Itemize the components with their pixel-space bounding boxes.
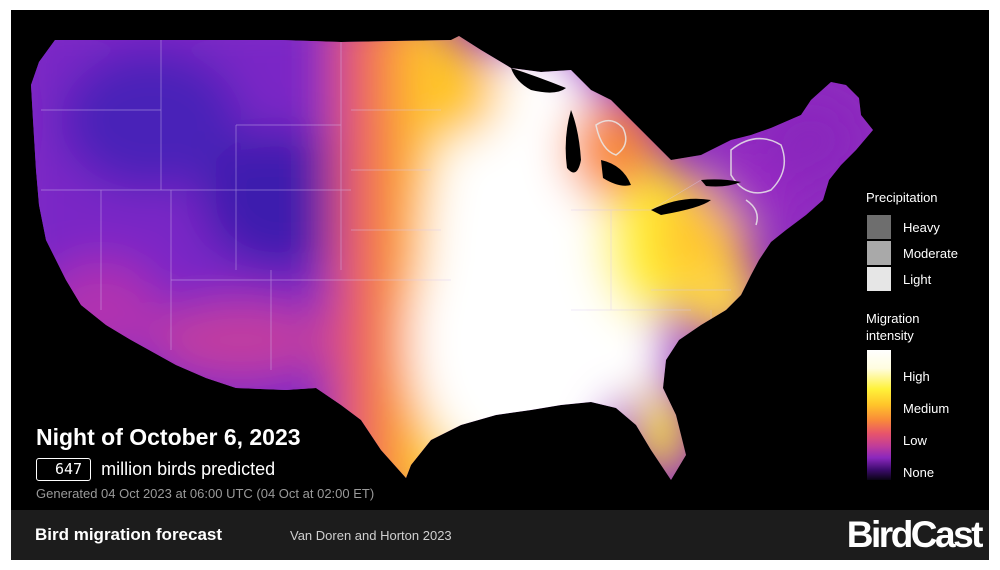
footer-bar: Bird migration forecast Van Doren and Ho… [11, 510, 989, 560]
forecast-night-title: Night of October 6, 2023 [36, 424, 301, 450]
precip-swatch-heavy [867, 215, 891, 239]
migration-label-low: Low [903, 433, 927, 448]
precip-label-heavy: Heavy [903, 220, 940, 235]
precip-label-moderate: Moderate [903, 246, 958, 261]
migration-label-medium: Medium [903, 401, 950, 416]
precipitation-legend-title: Precipitation [866, 190, 938, 205]
footer-credit: Van Doren and Horton 2023 [290, 528, 452, 543]
forecast-frame: Night of October 6, 2023 647 million bir… [11, 10, 989, 560]
generated-timestamp: Generated 04 Oct 2023 at 06:00 UTC (04 O… [36, 486, 375, 501]
precip-swatch-light [867, 267, 891, 291]
bird-count-row: 647 million birds predicted [36, 457, 275, 481]
migration-legend-title: Migration intensity [866, 311, 920, 343]
birdcast-logo: BirdCast [846, 514, 984, 555]
migration-map [31, 36, 873, 480]
precip-swatch-moderate [867, 241, 891, 265]
bird-count-caption: million birds predicted [101, 458, 276, 479]
migration-label-high: High [903, 369, 930, 384]
migration-label-none: None [903, 465, 935, 480]
migration-color-scale [867, 350, 891, 480]
footer-title: Bird migration forecast [35, 525, 223, 544]
precip-label-light: Light [903, 272, 932, 287]
bird-count-value: 647 [36, 457, 92, 481]
